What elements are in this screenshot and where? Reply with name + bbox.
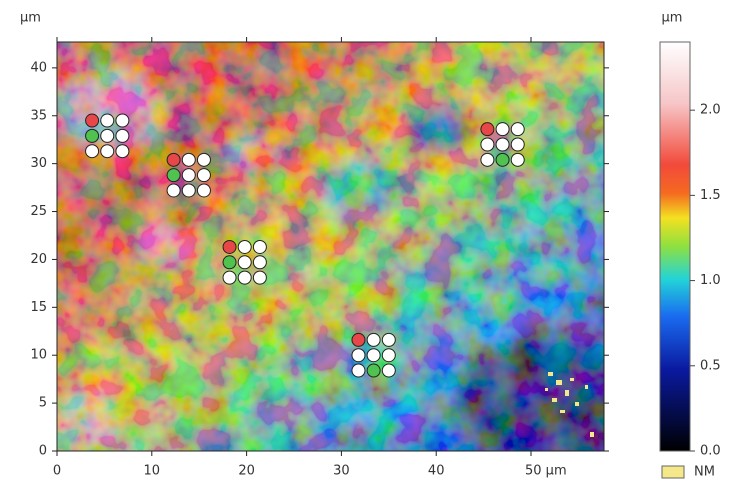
marker-point bbox=[181, 152, 196, 167]
marker-point bbox=[222, 255, 237, 270]
marker-point bbox=[85, 144, 100, 159]
colorbar-tick-label: 1.5 bbox=[700, 188, 721, 203]
marker-point bbox=[196, 183, 211, 198]
x-tick-label: 30 bbox=[333, 464, 350, 479]
legend-swatch bbox=[661, 465, 685, 479]
marker-point bbox=[166, 183, 181, 198]
marker-point bbox=[480, 152, 495, 167]
x-tick-label: 40 bbox=[428, 464, 445, 479]
legend-label: NM bbox=[694, 465, 715, 480]
marker-point bbox=[85, 113, 100, 128]
marker-point bbox=[237, 239, 252, 254]
marker-point bbox=[237, 255, 252, 270]
marker-point bbox=[495, 137, 510, 152]
x-tick-label: 10 bbox=[144, 464, 161, 479]
y-tick-label: 25 bbox=[30, 204, 47, 219]
colorbar-tick-label: 0.0 bbox=[700, 444, 721, 459]
y-tick-label: 20 bbox=[30, 252, 47, 267]
marker-point bbox=[100, 113, 115, 128]
x-tick-label: 0 bbox=[53, 464, 61, 479]
marker-point bbox=[351, 348, 366, 363]
marker-point bbox=[495, 122, 510, 137]
marker-point bbox=[252, 239, 267, 254]
marker-point bbox=[381, 332, 396, 347]
marker-point bbox=[237, 270, 252, 285]
y-axis-label: µm bbox=[20, 11, 41, 26]
marker-point bbox=[480, 137, 495, 152]
y-tick-label: 5 bbox=[39, 396, 47, 411]
y-tick-label: 35 bbox=[30, 108, 47, 123]
marker-point bbox=[115, 113, 130, 128]
colorbar-tick-label: 1.0 bbox=[700, 273, 721, 288]
marker-point bbox=[166, 168, 181, 183]
marker-point bbox=[510, 122, 525, 137]
height-map bbox=[57, 42, 604, 451]
plot-frame bbox=[56, 41, 605, 452]
marker-point bbox=[196, 168, 211, 183]
marker-point bbox=[181, 168, 196, 183]
marker-point bbox=[181, 183, 196, 198]
colorbar-label: µm bbox=[662, 11, 683, 26]
marker-point bbox=[510, 152, 525, 167]
y-tick-label: 10 bbox=[30, 348, 47, 363]
marker-point bbox=[366, 348, 381, 363]
marker-point bbox=[381, 348, 396, 363]
marker-point bbox=[366, 363, 381, 378]
marker-point bbox=[196, 152, 211, 167]
y-tick-label: 30 bbox=[30, 156, 47, 171]
y-tick-label: 0 bbox=[39, 444, 47, 459]
x-tick-label: 20 bbox=[238, 464, 255, 479]
marker-point bbox=[115, 128, 130, 143]
marker-point bbox=[480, 122, 495, 137]
marker-point bbox=[252, 255, 267, 270]
colorbar bbox=[659, 41, 691, 452]
marker-point bbox=[166, 152, 181, 167]
marker-point bbox=[85, 128, 100, 143]
marker-point bbox=[252, 270, 267, 285]
y-tick-label: 40 bbox=[30, 60, 47, 75]
marker-point bbox=[100, 144, 115, 159]
marker-point bbox=[351, 332, 366, 347]
colorbar-tick-label: 0.5 bbox=[700, 358, 721, 373]
y-tick-label: 15 bbox=[30, 300, 47, 315]
marker-point bbox=[351, 363, 366, 378]
marker-point bbox=[366, 332, 381, 347]
marker-point bbox=[510, 137, 525, 152]
colorbar-tick-label: 2.0 bbox=[700, 103, 721, 118]
marker-point bbox=[495, 152, 510, 167]
marker-point bbox=[100, 128, 115, 143]
marker-point bbox=[115, 144, 130, 159]
marker-point bbox=[381, 363, 396, 378]
marker-point bbox=[222, 239, 237, 254]
x-tick-label: 50 µm bbox=[525, 464, 567, 479]
marker-point bbox=[222, 270, 237, 285]
